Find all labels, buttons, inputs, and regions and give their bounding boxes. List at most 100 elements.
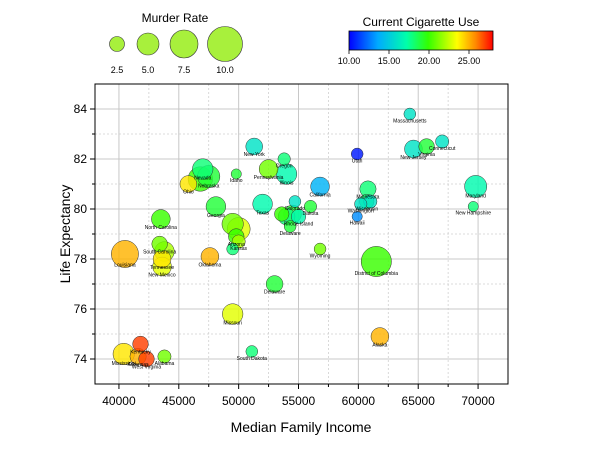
- bubble-point: [370, 327, 390, 346]
- bubble-point: [290, 208, 307, 225]
- bubble-point: [403, 107, 417, 121]
- point-label: Illinois: [280, 181, 294, 187]
- x-tick-label: 70000: [461, 394, 495, 408]
- bubble-point: [151, 209, 171, 229]
- point-label: Nebraska: [198, 184, 220, 190]
- point-label: Tennessee: [150, 265, 174, 271]
- size-legend-label: 10.0: [216, 65, 234, 75]
- bubble-point: [132, 335, 149, 353]
- point-label: Nevada: [194, 176, 211, 182]
- bubble-point: [151, 235, 168, 253]
- point-label: Washington: [348, 208, 374, 214]
- bubble-point: [111, 240, 139, 268]
- point-label: Pennsylvania: [254, 175, 284, 181]
- bubble-point: [179, 175, 198, 193]
- color-scale-bar: [348, 30, 494, 51]
- point-label: New Jersey: [400, 155, 427, 161]
- bubble-point: [200, 247, 220, 266]
- y-axis-ticks: 74 76 78 80 82 84: [74, 102, 95, 366]
- point-label: Delaware: [280, 231, 301, 237]
- y-tick-label: 84: [74, 102, 88, 116]
- color-legend-tick-label: 20.00: [418, 56, 441, 66]
- size-legend: Murder Rate 2.5 5.0 7.5 10.0: [109, 11, 243, 75]
- point-labels: Massachusetts New York Oregon Utah New Jerse…: [112, 118, 492, 370]
- x-tick-label: 50000: [222, 394, 256, 408]
- point-label: District of Columbia: [355, 271, 399, 277]
- bubble-point: [360, 246, 392, 277]
- point-label: Idaho: [230, 178, 243, 184]
- point-label: New Hampshire: [455, 210, 491, 216]
- bubble-point: [277, 152, 291, 166]
- bubble-point: [310, 176, 330, 197]
- color-legend: Current Cigarette Use 10.00 15.00 20.00 25.…: [338, 15, 494, 66]
- point-label: Louisiana: [114, 262, 136, 268]
- point-label: Missouri: [223, 321, 242, 327]
- size-legend-items: 2.5 5.0 7.5 10.0: [109, 26, 243, 75]
- data-points: [111, 107, 488, 368]
- x-axis-ticks: 40000 45000 50000 55000 60000 65000 70000: [102, 384, 495, 408]
- point-label: New York: [244, 152, 266, 158]
- bubble-point: [354, 197, 368, 211]
- bubble-point: [245, 137, 263, 156]
- point-label: Colorado: [285, 206, 306, 212]
- bubble-point: [245, 345, 259, 358]
- bubble-point: [222, 303, 244, 325]
- x-tick-label: 55000: [282, 394, 316, 408]
- y-tick-label: 74: [74, 352, 88, 366]
- bubble-point: [265, 275, 284, 293]
- x-tick-label: 65000: [402, 394, 436, 408]
- bubble-point: [138, 350, 155, 368]
- size-legend-label: 7.5: [178, 65, 191, 75]
- bubble-point: [350, 147, 364, 161]
- point-label: Wyoming: [310, 253, 331, 259]
- bubble-point: [230, 168, 242, 180]
- point-label: Mississippi: [112, 361, 136, 367]
- point-label: South Dakota: [237, 356, 268, 362]
- bubble-point: [192, 158, 214, 180]
- bubble-point: [226, 242, 239, 256]
- bubble-point: [351, 211, 363, 222]
- bubble-point: [464, 175, 488, 198]
- point-label: South Carolina: [143, 249, 176, 255]
- point-label: New Mexico: [148, 273, 175, 279]
- size-legend-label: 5.0: [142, 65, 155, 75]
- bubble-point: [313, 242, 327, 256]
- point-label: Connecticut: [429, 146, 456, 152]
- point-label: Arkansas: [128, 362, 149, 368]
- point-label: Georgia: [207, 213, 225, 219]
- grid: [95, 84, 508, 384]
- color-legend-ticks: 10.00 15.00 20.00 25.00: [338, 50, 481, 66]
- point-label: Kentucky: [130, 349, 151, 355]
- point-label: Texas: [256, 210, 270, 216]
- x-tick-label: 45000: [162, 394, 196, 408]
- size-legend-circle: [109, 36, 125, 52]
- point-label: Ohio: [183, 190, 194, 196]
- bubble-point: [157, 349, 172, 364]
- color-legend-tick-label: 25.00: [458, 56, 481, 66]
- bubble-point: [418, 138, 435, 155]
- y-tick-label: 78: [74, 252, 88, 266]
- color-legend-tick-label: 10.00: [338, 56, 361, 66]
- point-label: Oklahoma: [199, 262, 222, 268]
- x-tick-label: 60000: [342, 394, 376, 408]
- point-label: Delaware: [264, 290, 285, 296]
- bubble-point: [467, 201, 479, 212]
- y-axis-title: Life Expectancy: [57, 185, 73, 284]
- bubble-point: [274, 206, 290, 222]
- bubble-point: [252, 193, 273, 215]
- bubble-point: [205, 196, 227, 217]
- y-tick-label: 80: [74, 202, 88, 216]
- point-label: California: [309, 193, 330, 199]
- color-legend-title: Current Cigarette Use: [363, 15, 480, 29]
- bubble-point: [303, 200, 317, 213]
- color-legend-tick-label: 15.00: [378, 56, 401, 66]
- point-label: Hawaii: [350, 220, 365, 226]
- point-label: Dakota: [303, 211, 319, 217]
- point-label: Alaska: [372, 342, 387, 348]
- bubble-point: [288, 195, 302, 208]
- y-tick-label: 76: [74, 302, 88, 316]
- size-legend-label: 2.5: [111, 65, 124, 75]
- point-label: Minnesota: [356, 195, 379, 201]
